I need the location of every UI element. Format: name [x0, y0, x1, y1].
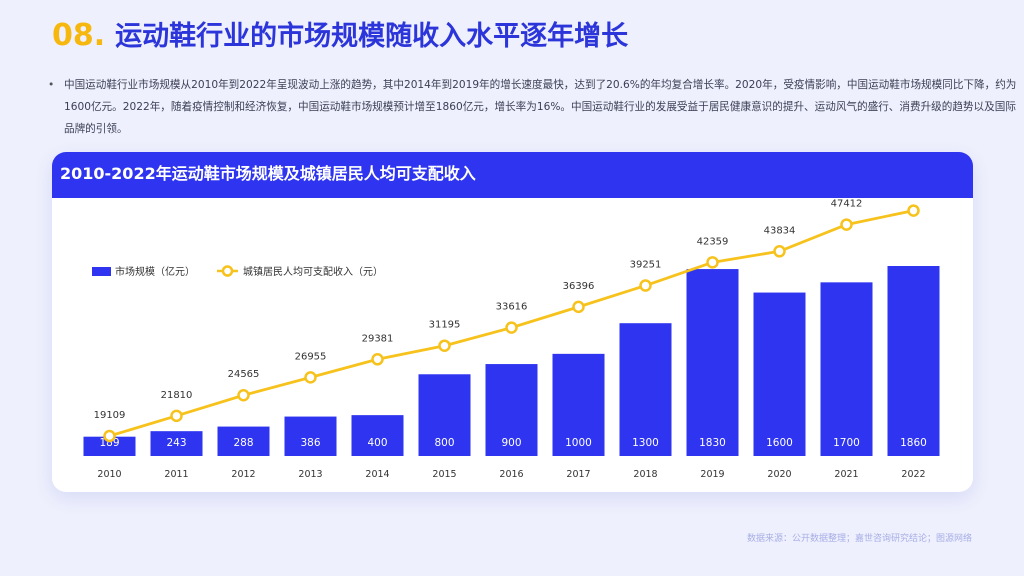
bar	[887, 266, 940, 456]
title-text: 运动鞋行业的市场规模随收入水平逐年增长	[115, 21, 629, 52]
summary-paragraph: • 中国运动鞋行业市场规模从2010年到2022年呈现波动上涨的趋势，其中201…	[48, 74, 1019, 140]
combo-chart: 市场规模（亿元） 城镇居民人均可支配收入（元） 189 243 288 386 400 80…	[83, 185, 940, 480]
bar-value-label: 800	[434, 437, 454, 449]
line-point	[371, 353, 384, 366]
bar	[217, 426, 270, 456]
legend-line-label: 城镇居民人均可支配收入（元）	[243, 265, 383, 278]
line-value-label: 26955	[295, 351, 327, 362]
bar	[284, 416, 337, 456]
x-tick-label: 2022	[901, 469, 925, 480]
line-value-label: 31195	[429, 320, 461, 331]
line-point	[438, 339, 451, 352]
line-point	[773, 245, 786, 258]
line-point	[170, 409, 183, 423]
bar-value-label: 288	[233, 437, 253, 449]
bar	[150, 431, 203, 456]
line-value-label: 47412	[831, 199, 863, 210]
x-tick-label: 2010	[97, 469, 121, 480]
x-tick-label: 2018	[633, 469, 657, 480]
line-point	[572, 300, 585, 314]
bar	[418, 374, 471, 456]
bar-value-label: 386	[300, 437, 320, 449]
bar-value-label: 1000	[565, 437, 592, 449]
line-value-label: 29381	[362, 333, 394, 344]
x-tick-label: 2013	[298, 469, 322, 480]
line-value-label: 39251	[630, 260, 662, 271]
x-tick-label: 2021	[834, 469, 858, 480]
line-series: 19109 21810 24565 26955 29381 31195 33616 36396…	[94, 185, 929, 443]
legend-bar-swatch	[92, 267, 111, 276]
line-point	[304, 371, 317, 384]
chart-card-title: 2010-2022年运动鞋市场规模及城镇居民人均可支配收入	[52, 152, 973, 198]
bar	[351, 415, 404, 456]
bar	[83, 436, 136, 456]
chart-card: 2010-2022年运动鞋市场规模及城镇居民人均可支配收入 市场规模（亿元） 城镇…	[52, 152, 973, 492]
data-source: 数据来源：公开数据整理；嘉世咨询研究结论；图源网络	[746, 534, 972, 544]
line-value-label: 24565	[228, 369, 260, 380]
bar	[485, 364, 538, 456]
line-point	[237, 388, 250, 402]
line-point	[505, 321, 518, 334]
x-tick-label: 2020	[767, 469, 791, 480]
line-value-label: 21810	[161, 390, 193, 401]
bar	[686, 269, 739, 456]
bar-value-label: 900	[501, 437, 521, 449]
x-tick-label: 2015	[432, 469, 456, 480]
bar-value-label: 1830	[699, 437, 726, 449]
bar	[753, 292, 806, 456]
bar-value-label: 243	[166, 437, 186, 449]
bar	[552, 353, 605, 456]
line-value-label: 33616	[496, 302, 528, 313]
bar-value-label: 1600	[766, 437, 793, 449]
title-number: 08.	[52, 18, 106, 53]
bullet-icon: •	[48, 79, 55, 91]
legend-line-marker	[221, 265, 234, 277]
x-tick-label: 2012	[231, 469, 255, 480]
bar-value-label: 400	[367, 437, 387, 449]
line-point	[103, 429, 116, 443]
bar-value-label: 1300	[632, 437, 659, 449]
x-tick-label: 2019	[700, 469, 724, 480]
line-point	[907, 204, 920, 217]
bar	[619, 323, 672, 456]
chart-legend: 市场规模（亿元） 城镇居民人均可支配收入（元）	[92, 265, 383, 278]
line-value-label: 19109	[94, 410, 126, 421]
x-tick-label: 2016	[499, 469, 523, 480]
bar	[820, 282, 873, 456]
x-tick-label: 2017	[566, 469, 590, 480]
bar-value-label: 1700	[833, 437, 860, 449]
x-tick-label: 2011	[164, 469, 188, 480]
line-point	[639, 279, 652, 292]
bar-value-label: 189	[99, 437, 119, 449]
legend-bar-label: 市场规模（亿元）	[115, 265, 195, 278]
line-point	[706, 256, 719, 269]
page-title: 08. 运动鞋行业的市场规模随收入水平逐年增长	[52, 14, 628, 53]
x-axis: 2010 2011 2012 2013 2014 2015 2016 2017 2018 2019…	[97, 469, 925, 480]
bar-series: 189 243 288 386 400 800 900 1000 1300 1830 1600 170…	[83, 266, 940, 456]
line-point	[840, 218, 853, 231]
bar-value-label: 1860	[900, 437, 927, 449]
line-value-label: 42359	[697, 236, 729, 247]
summary-text: 中国运动鞋行业市场规模从2010年到2022年呈现波动上涨的趋势，其中2014年…	[64, 79, 1017, 135]
line-value-label: 36396	[563, 281, 595, 292]
line-value-label: 43834	[764, 225, 796, 236]
x-tick-label: 2014	[365, 469, 389, 480]
